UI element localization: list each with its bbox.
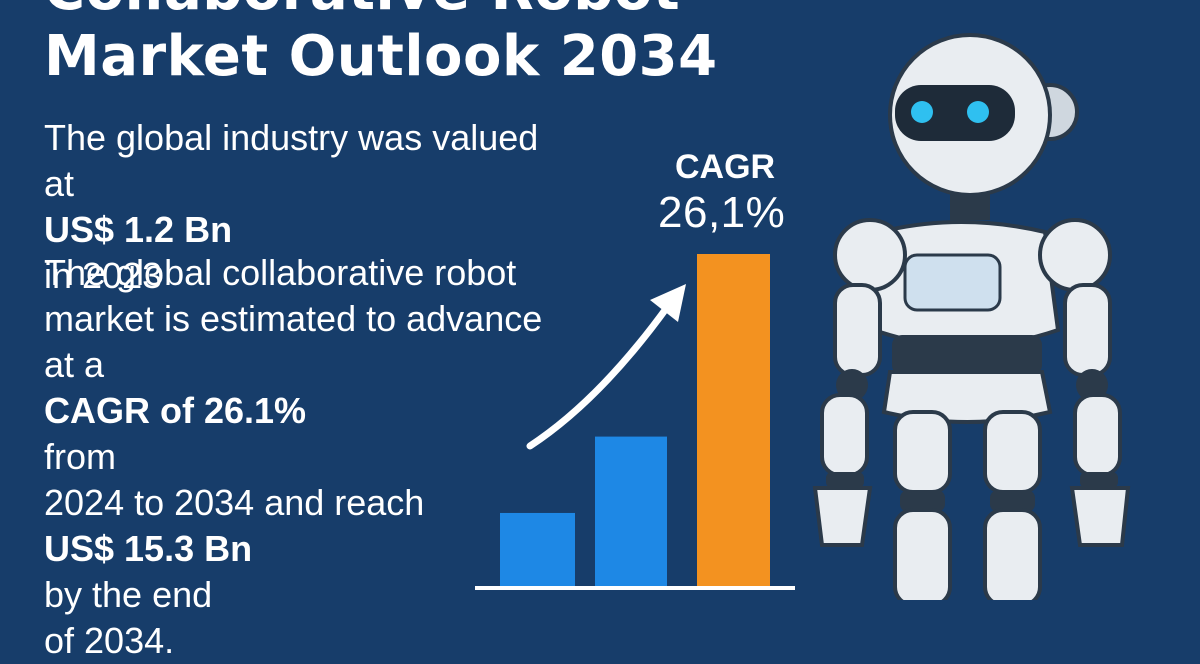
headline: Collaborative Robot Market Outlook 2034: [44, 0, 718, 90]
forecast-line-4: 2024 to 2034 and reach: [44, 482, 425, 523]
forecast-line-3: at a CAGR of 26.1% from: [44, 342, 542, 480]
cagr-label: CAGR: [675, 148, 776, 186]
headline-line-1: Collaborative Robot: [44, 0, 718, 24]
valuation-text: The global industry was valued at US$ 1.…: [44, 115, 538, 299]
valuation-suffix: in 2023: [44, 255, 163, 296]
valuation-prefix: at: [44, 163, 75, 204]
bar-chart: [500, 254, 770, 586]
bar-3: [697, 254, 770, 586]
forecast-cagr: CAGR of 26.1%: [44, 390, 307, 431]
bar-2: [595, 436, 667, 586]
forecast-prefix: at a: [44, 344, 105, 385]
valuation-amount: US$ 1.2 Bn: [44, 209, 233, 250]
valuation-line-2: at US$ 1.2 Bn in 2023: [44, 161, 538, 299]
valuation-line-1: The global industry was valued: [44, 117, 539, 158]
robot-icon: [812, 33, 1131, 600]
forecast-line-2: market is estimated to advance: [44, 298, 543, 339]
forecast-from: from: [44, 436, 116, 477]
forecast-amount: US$ 15.3 Bn: [44, 528, 253, 569]
illustration: [475, 33, 1131, 600]
headline-line-2: Market Outlook 2034: [44, 24, 718, 89]
forecast-line-1: The global collaborative robot: [44, 252, 517, 293]
cagr-value: 26,1%: [658, 188, 786, 237]
bar-1: [500, 512, 575, 586]
forecast-text: The global collaborative robot market is…: [44, 250, 542, 664]
growth-arrow-icon: [526, 284, 686, 450]
forecast-line-6: of 2034.: [44, 620, 175, 661]
